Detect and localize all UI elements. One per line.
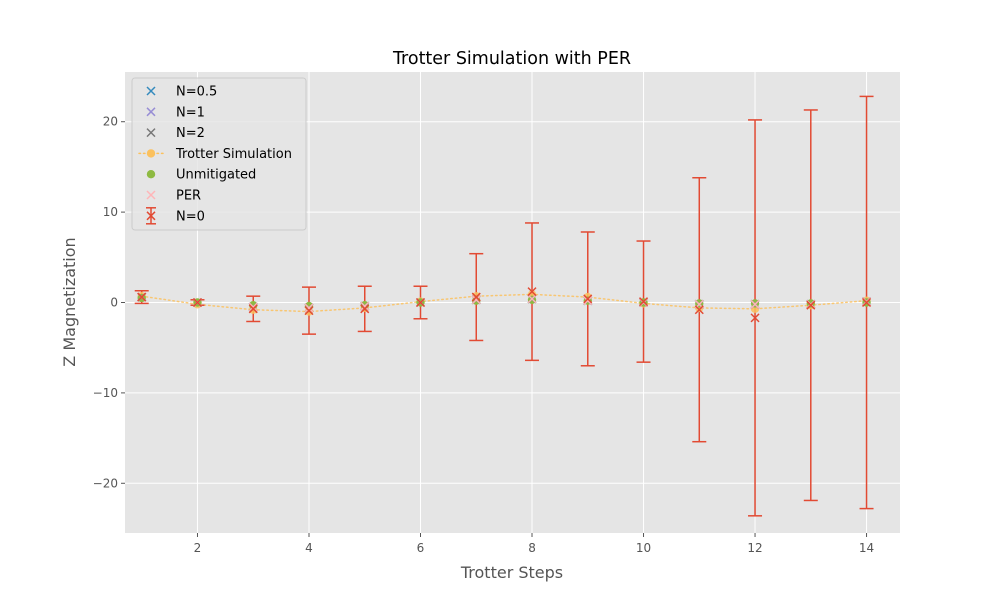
legend-swatch-marker <box>146 86 156 96</box>
x-tick-label: 12 <box>747 541 762 555</box>
n-0-point <box>360 304 370 314</box>
legend-label: N=0.5 <box>176 85 217 100</box>
legend-label: Trotter Simulation <box>175 147 292 162</box>
per-point <box>471 295 481 305</box>
n-0-point <box>304 306 314 316</box>
x-tick-label: 10 <box>636 541 651 555</box>
legend: N=0.5 N=1 N=2 Trotter Simulation Unmitigated… <box>131 77 307 231</box>
n-0-point <box>806 300 816 310</box>
legend-swatch-marker <box>146 128 156 138</box>
n-0-point <box>694 305 704 315</box>
per-point <box>248 302 258 312</box>
trotter-line-layer <box>140 293 868 313</box>
unmitigated-point <box>304 301 314 311</box>
per-point <box>304 303 314 313</box>
legend-label: PER <box>176 189 201 204</box>
x-tick-label: 14 <box>859 541 874 555</box>
ticks: 2 4 6 8 10 12 14 −20 −10 0 10 20 <box>93 115 875 555</box>
n-0-point <box>527 287 537 297</box>
legend-swatch-marker <box>146 211 156 221</box>
legend-label: N=1 <box>176 105 205 120</box>
markers <box>137 287 872 323</box>
per-point <box>750 299 760 309</box>
n-0-point <box>192 297 203 308</box>
n-0-point <box>750 313 760 323</box>
per-point <box>527 294 537 304</box>
y-tick-label: −20 <box>93 476 118 490</box>
chart-title: Trotter Simulation with PER <box>392 49 631 69</box>
x-tick-label: 2 <box>194 541 202 555</box>
legend-swatch-marker <box>146 170 156 179</box>
x-tick-label: 6 <box>417 541 425 555</box>
legend-swatch-marker <box>146 107 156 117</box>
trotter-simulation-line <box>140 293 868 313</box>
n-0-point <box>248 304 258 314</box>
n-0-point <box>471 292 481 302</box>
y-axis-label: Z Magnetization <box>60 237 79 366</box>
y-tick-label: 20 <box>103 115 118 129</box>
n-0-point <box>415 297 426 308</box>
legend-label: N=0 <box>176 209 205 224</box>
x-tick-label: 8 <box>528 541 536 555</box>
y-tick-label: 0 <box>110 296 118 310</box>
legend-box <box>131 77 307 231</box>
x-tick-label: 4 <box>305 541 313 555</box>
n-0-point <box>862 297 872 308</box>
legend-label: Unmitigated <box>176 168 256 183</box>
legend-swatch-marker <box>146 190 156 200</box>
y-tick-label: −10 <box>93 386 118 400</box>
per-point <box>583 296 593 306</box>
legend-label: N=2 <box>176 126 205 141</box>
per-point <box>360 301 370 311</box>
n-0-point <box>638 297 649 307</box>
x-axis-label: Trotter Steps <box>460 563 563 582</box>
n-0-point <box>137 292 147 302</box>
legend-swatch-marker <box>146 149 156 158</box>
y-tick-label: 10 <box>103 205 118 219</box>
n-0-point <box>583 294 593 304</box>
